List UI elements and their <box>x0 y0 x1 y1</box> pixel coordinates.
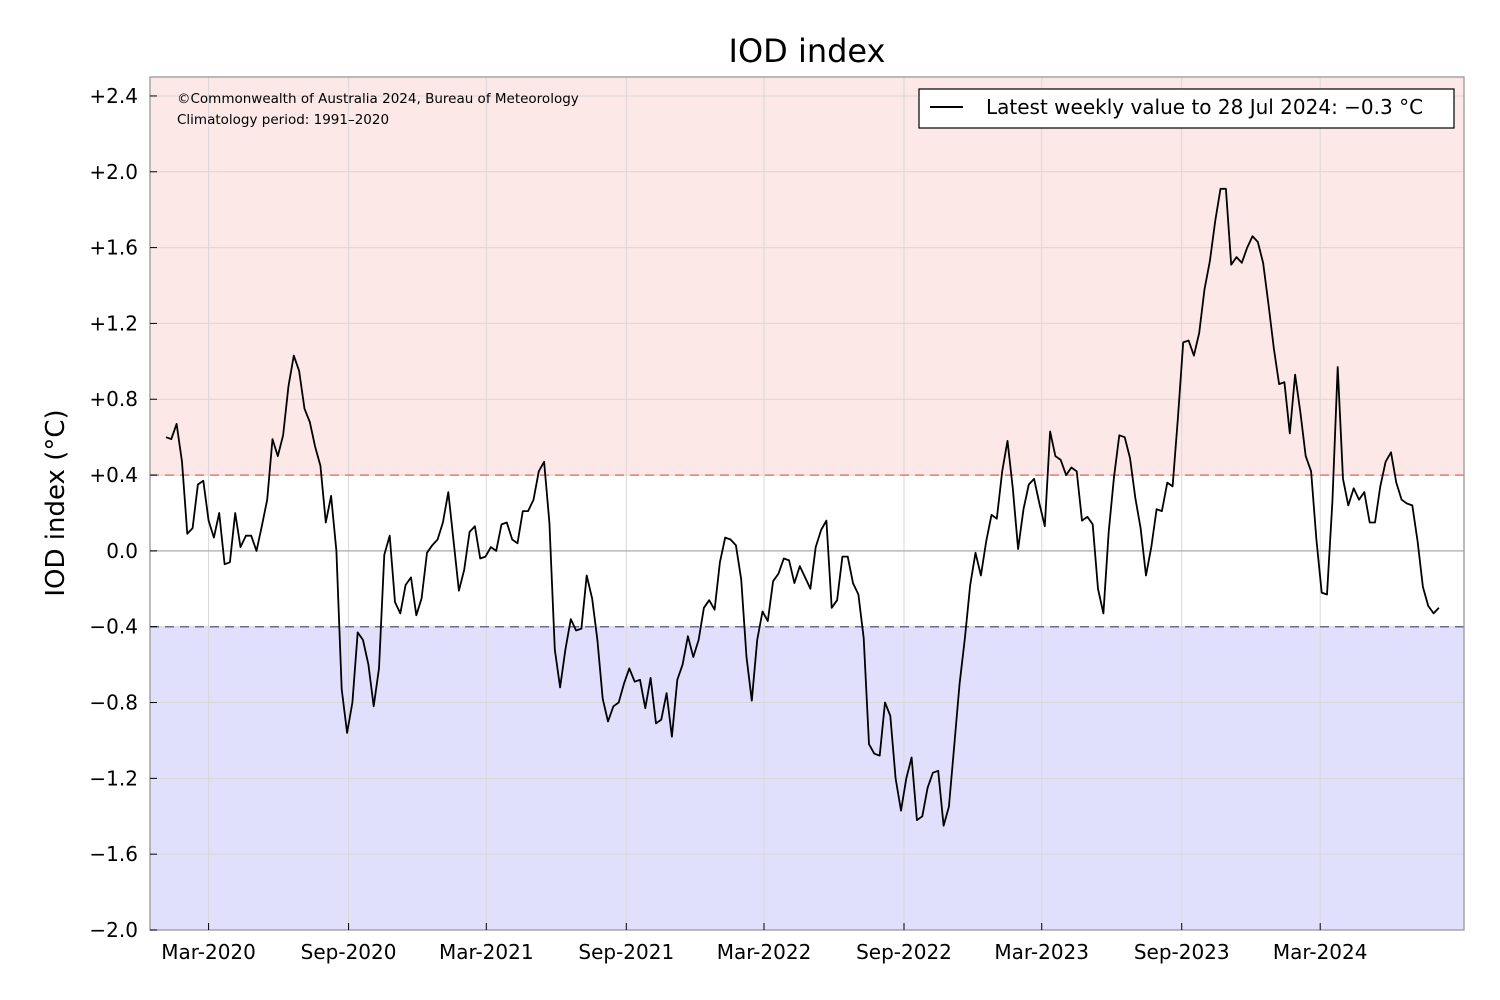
y-tick-label: +1.2 <box>89 311 138 335</box>
plot-area: −2.0 −1.6 −1.2 −0.8 −0.4 0.0 +0.4 +0.8 +1.2 +1.6 +… <box>89 76 1465 964</box>
x-tick-label: Mar-2020 <box>161 940 256 964</box>
y-tick-label: +0.8 <box>89 387 138 411</box>
x-tick-label: Mar-2021 <box>439 940 534 964</box>
x-tick-label: Mar-2023 <box>994 940 1089 964</box>
climatology-note: Climatology period: 1991–2020 <box>177 112 389 128</box>
legend-box <box>918 88 1455 129</box>
y-tick-label: −1.6 <box>89 842 138 866</box>
x-tick-label: Sep-2022 <box>856 940 952 964</box>
y-tick-label: +2.4 <box>89 84 138 108</box>
x-tick-label: Sep-2020 <box>301 940 397 964</box>
y-tick-label: −0.8 <box>89 691 138 715</box>
attribution-notes: ©Commonwealth of Australia 2024, Bureau … <box>177 91 579 128</box>
x-tick-label: Mar-2022 <box>717 940 812 964</box>
iod-weekly-series-line <box>165 187 1440 827</box>
y-tick-label: +2.0 <box>89 160 138 184</box>
legend-label: Latest weekly value to 28 Jul 2024: −0.3… <box>986 95 1423 119</box>
legend: Latest weekly value to 28 Jul 2024: −0.3… <box>918 88 1455 129</box>
y-tick-label: 0.0 <box>106 539 138 563</box>
y-tick-label: −2.0 <box>89 918 138 942</box>
y-tick-label: −1.2 <box>89 766 138 790</box>
chart-title: IOD index <box>729 32 886 70</box>
y-tick-label: −0.4 <box>89 615 138 639</box>
copyright-note: ©Commonwealth of Australia 2024, Bureau … <box>177 91 579 107</box>
y-tick-label: +0.4 <box>89 463 138 487</box>
x-tick-label: Sep-2023 <box>1134 940 1230 964</box>
y-axis-label: IOD index (°C) <box>41 409 71 596</box>
x-tick-label: Mar-2024 <box>1273 940 1368 964</box>
x-tick-label: Sep-2021 <box>578 940 674 964</box>
positive-iod-region <box>150 77 1464 476</box>
plot-frame <box>149 76 1465 931</box>
y-tick-label: +1.6 <box>89 236 138 260</box>
